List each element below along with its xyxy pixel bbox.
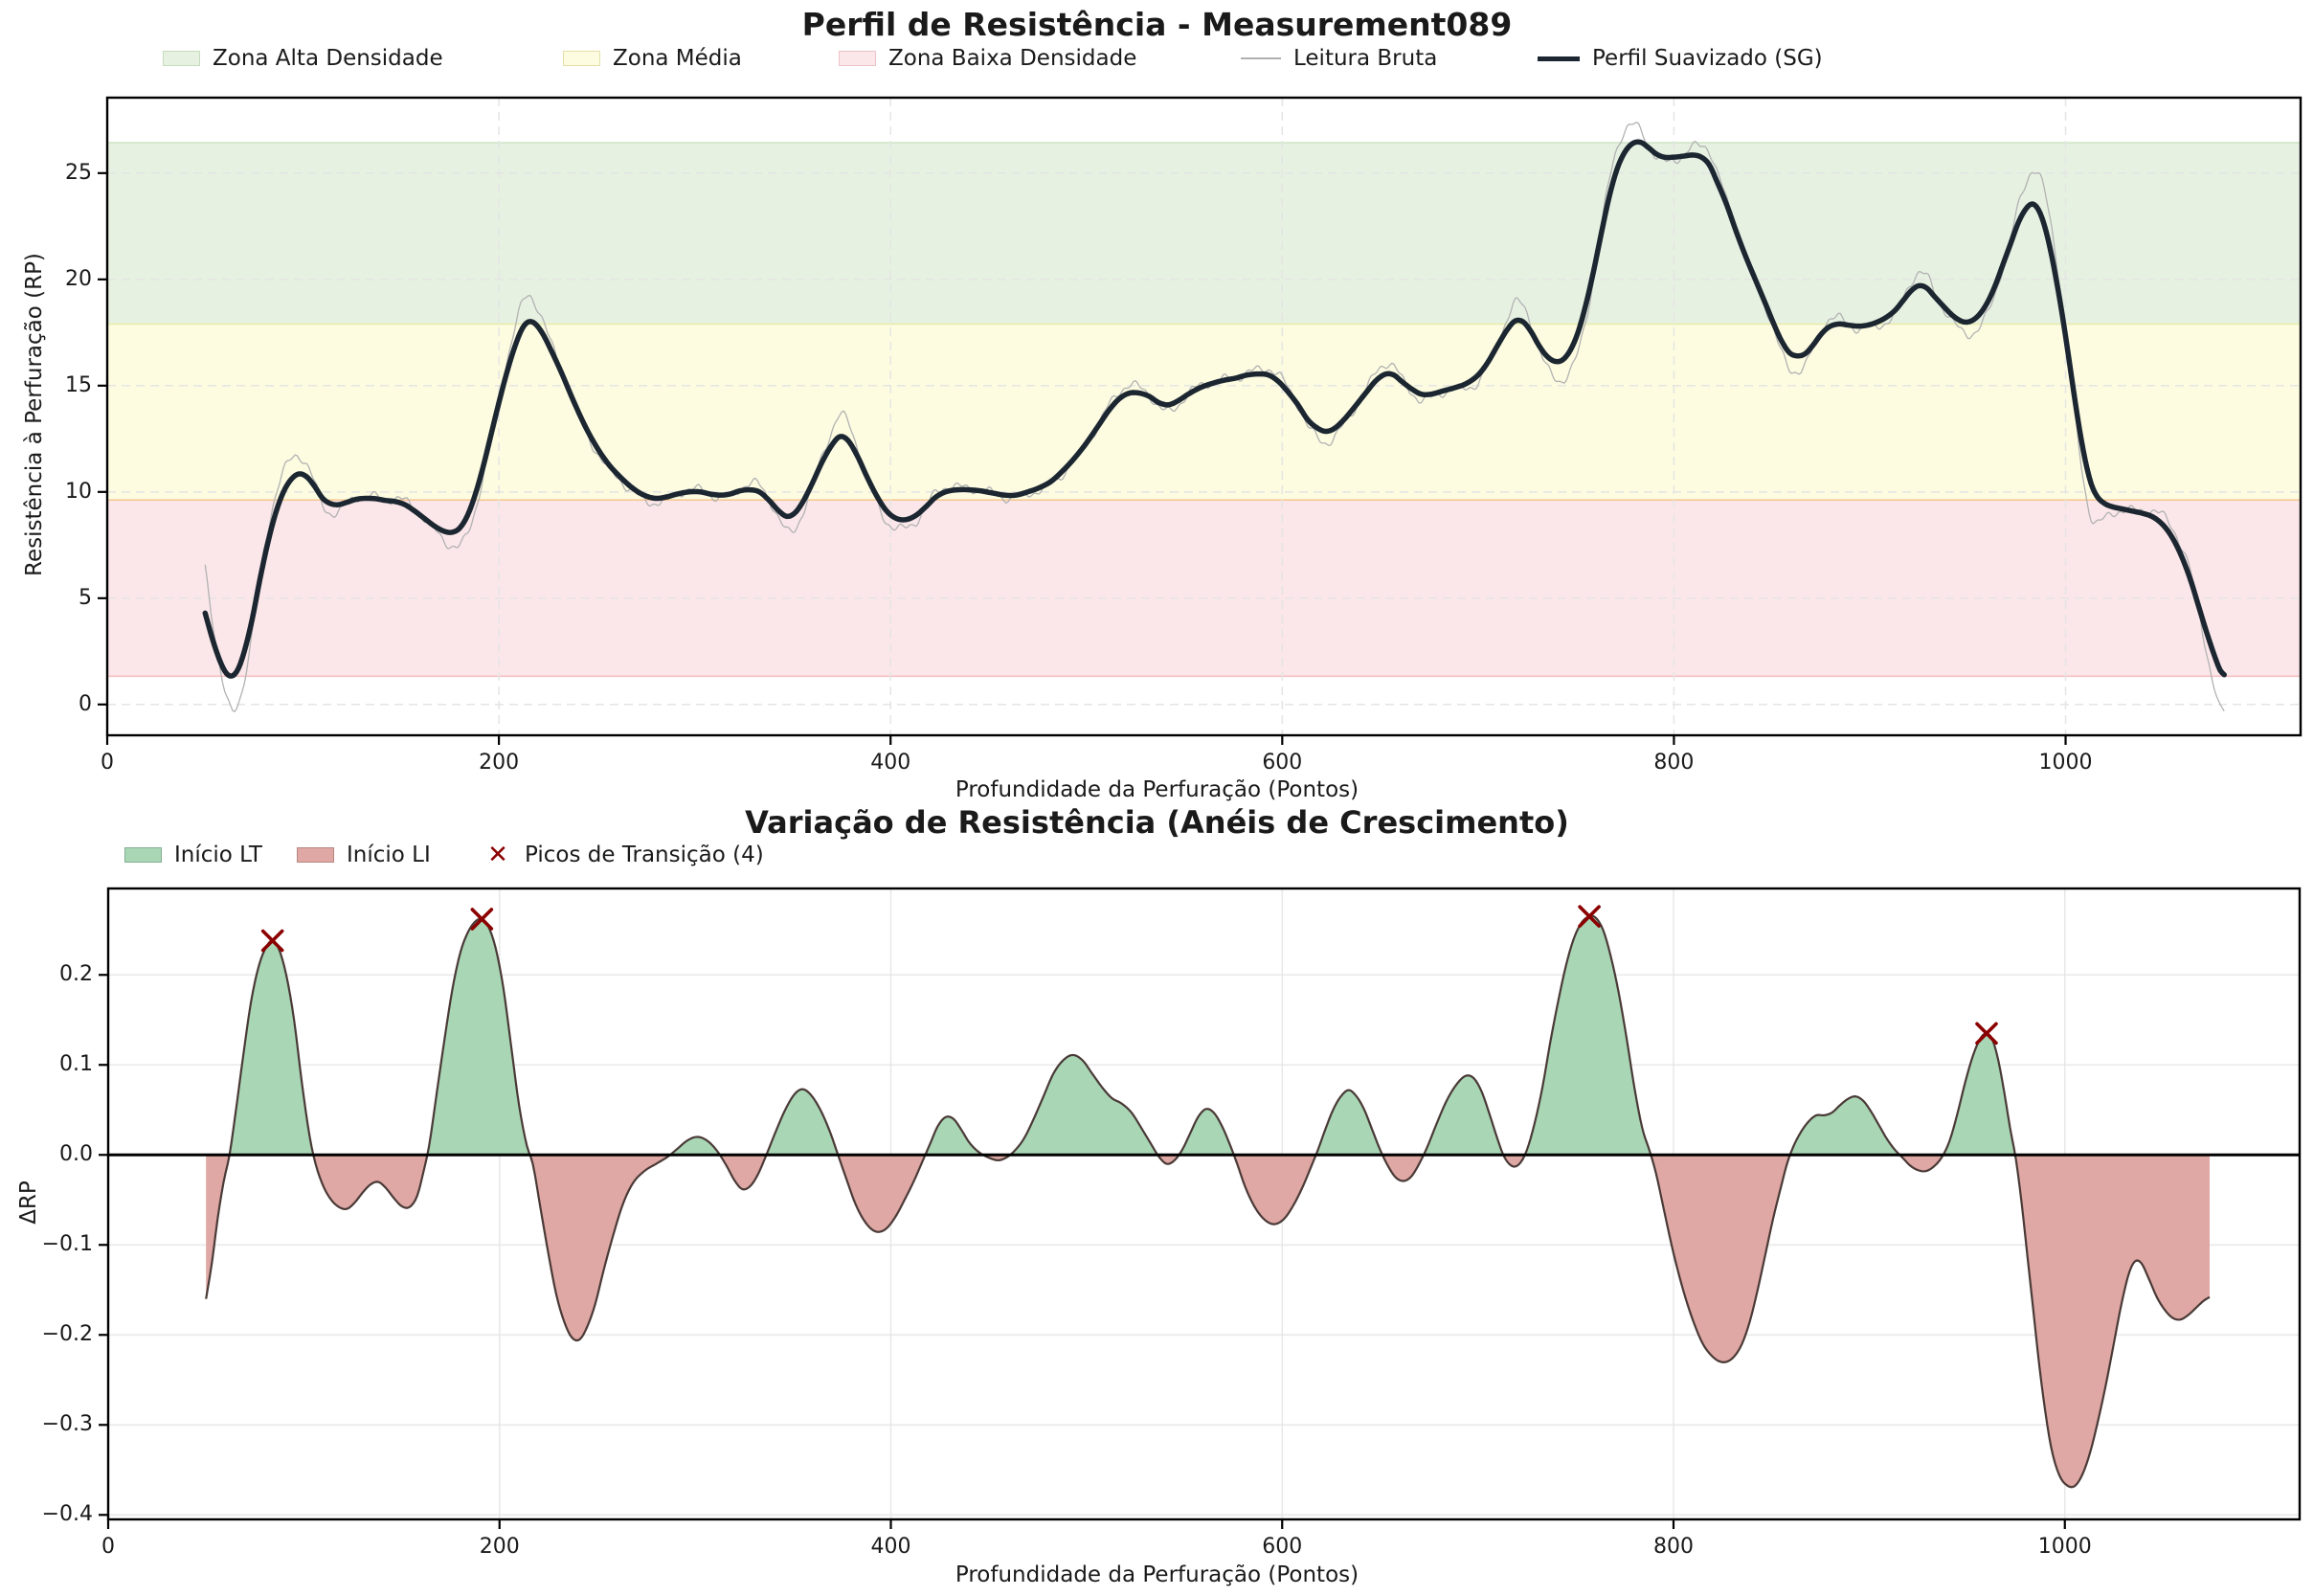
top-x-tick-label: 0: [101, 751, 114, 775]
legend-patch-swatch: [563, 51, 600, 66]
bottom-x-tick-label: 800: [1653, 1535, 1694, 1559]
zone-band: [107, 324, 2301, 501]
x-marker-icon: ✕: [487, 841, 508, 869]
legend-item: Zona Alta Densidade: [163, 44, 443, 73]
legend-item: Início LT: [124, 841, 262, 869]
bottom-x-axis-label: Profundidade da Perfuração (Pontos): [955, 1562, 1359, 1587]
transition-peak-marker: [1975, 1022, 1998, 1045]
top-y-tick-label: 5: [79, 585, 92, 610]
legend-line-swatch: [1241, 57, 1281, 59]
top-y-tick-label: 25: [65, 160, 92, 185]
zone-band: [107, 143, 2301, 325]
top-y-tick-label: 10: [65, 479, 92, 504]
bottom-x-tick-label: 600: [1262, 1535, 1303, 1559]
bottom-y-tick-label: 0.1: [59, 1052, 93, 1077]
top-x-tick-label: 800: [1653, 751, 1695, 775]
legend-item-label: Zona Alta Densidade: [213, 46, 443, 71]
legend-item-label: Picos de Transição (4): [525, 843, 764, 867]
top-chart-legend: Zona Alta Densidade Zona Média Zona Baixa …: [0, 44, 2314, 73]
smoothed-profile-line: [202, 139, 2227, 679]
top-chart-title: Perfil de Resistência - Measurement089: [801, 6, 1513, 43]
delta-rp-line: [205, 914, 2211, 1489]
top-y-axis-label: Resistência à Perfuração (RP): [22, 253, 47, 576]
legend-item-label: Zona Média: [613, 46, 742, 71]
bottom-y-tick-label: 0.0: [59, 1142, 93, 1167]
bottom-y-tick-label: 0.2: [59, 962, 93, 987]
legend-patch-swatch: [124, 847, 162, 863]
legend-item: ✕ Picos de Transição (4): [483, 841, 764, 869]
legend-item-label: Início LT: [174, 843, 262, 867]
top-x-tick-label: 1000: [2038, 751, 2093, 775]
bottom-chart-title: Variação de Resistência (Anéis de Cresci…: [745, 804, 1569, 841]
negative-delta-fill: [206, 1155, 2210, 1488]
legend-patch-swatch: [163, 51, 200, 66]
bottom-y-tick-label: −0.3: [41, 1412, 93, 1437]
top-chart-group: [98, 96, 2303, 745]
top-x-tick-label: 600: [1262, 751, 1303, 775]
top-x-tick-label: 400: [870, 751, 911, 775]
bottom-y-tick-label: −0.4: [41, 1502, 93, 1527]
transition-peak-marker: [470, 908, 494, 931]
bottom-x-tick-label: 0: [101, 1535, 115, 1559]
top-y-tick-label: 0: [79, 691, 92, 716]
legend-item-label: Zona Baixa Densidade: [888, 46, 1137, 71]
bottom-y-tick-label: −0.2: [41, 1322, 93, 1347]
legend-item-label: Leitura Bruta: [1293, 46, 1438, 71]
legend-item: Zona Baixa Densidade: [839, 44, 1136, 73]
bottom-x-tick-label: 400: [870, 1535, 911, 1559]
top-x-tick-label: 200: [479, 751, 520, 775]
top-y-tick-label: 20: [65, 266, 92, 291]
bottom-x-tick-label: 200: [479, 1535, 520, 1559]
top-y-tick-label: 15: [65, 372, 92, 397]
top-x-axis-label: Profundidade da Perfuração (Pontos): [955, 777, 1359, 802]
legend-item: Zona Média: [563, 44, 742, 73]
positive-delta-fill: [206, 915, 2210, 1156]
legend-item-label: Início LI: [347, 843, 431, 867]
zone-band: [107, 500, 2301, 677]
transition-peak-marker: [1578, 905, 1601, 928]
bottom-x-tick-label: 1000: [2037, 1535, 2092, 1559]
legend-item-label: Perfil Suavizado (SG): [1592, 46, 1823, 71]
legend-thick-line-swatch: [1538, 56, 1580, 61]
bottom-chart-group: [99, 887, 2302, 1529]
bottom-y-tick-label: −0.1: [41, 1232, 93, 1257]
legend-item: Perfil Suavizado (SG): [1538, 44, 1823, 73]
legend-item: Início LI: [297, 841, 431, 869]
legend-item: Leitura Bruta: [1241, 44, 1437, 73]
legend-patch-swatch: [839, 51, 876, 66]
legend-patch-swatch: [297, 847, 334, 863]
bottom-y-axis-label: ΔRP: [16, 1180, 41, 1225]
bottom-chart-legend: Início LT Início LI ✕ Picos de Transição (4…: [0, 841, 2314, 869]
transition-peak-marker: [260, 929, 284, 953]
